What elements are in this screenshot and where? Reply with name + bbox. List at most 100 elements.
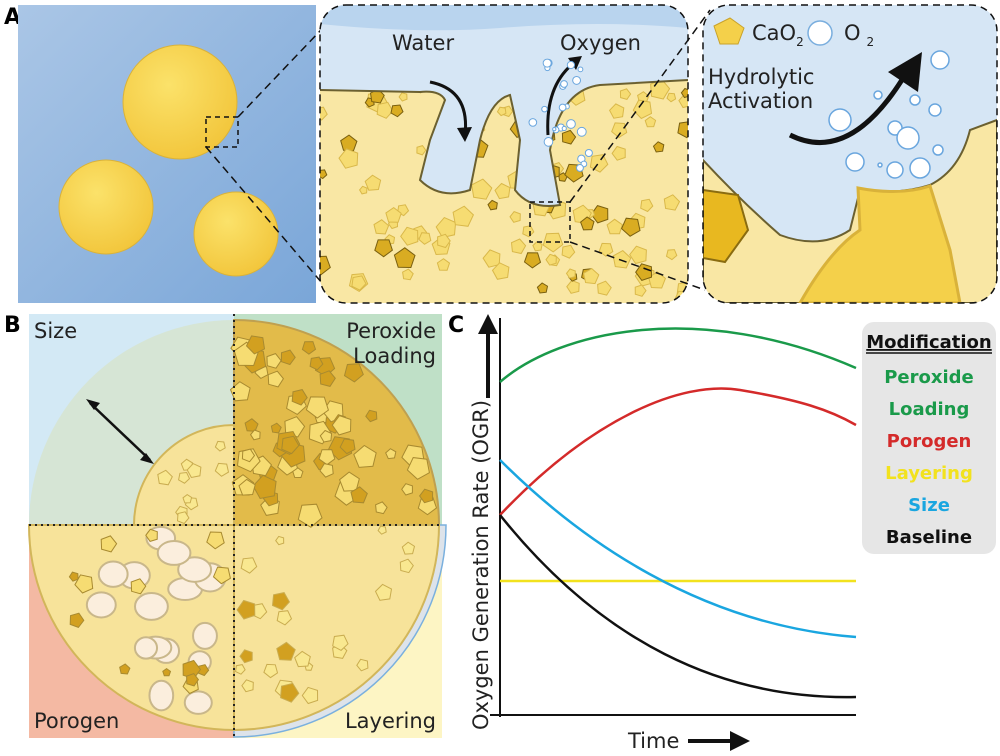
crystal — [214, 462, 230, 477]
crystal — [236, 599, 256, 620]
crystal — [276, 641, 296, 661]
crystal — [619, 88, 632, 100]
bubble — [909, 94, 921, 106]
crystal — [401, 541, 416, 555]
crystal — [482, 249, 501, 268]
crystal — [703, 188, 750, 264]
crystal — [238, 478, 256, 496]
crystal — [339, 438, 356, 455]
x-axis-title: Time — [627, 729, 679, 753]
porogen-label: Porogen — [34, 709, 119, 733]
crystal — [339, 471, 360, 492]
crystal — [365, 409, 378, 423]
pore — [156, 539, 192, 566]
legend-entry: Size — [908, 495, 950, 516]
pore — [183, 690, 213, 715]
y-axis-title: Oxygen Generation Rate (OGR) — [469, 400, 493, 730]
crystal — [491, 262, 510, 280]
peroxide-label: Loading — [353, 344, 436, 368]
crystal — [353, 444, 377, 468]
curve — [499, 387, 857, 516]
crystal — [561, 129, 577, 145]
crystal — [509, 211, 521, 223]
zoom-line — [569, 241, 706, 291]
crystal — [611, 145, 626, 161]
crystal — [130, 578, 147, 595]
pore — [148, 679, 175, 712]
crystal — [608, 103, 625, 119]
crystal — [635, 263, 653, 281]
sphere — [193, 191, 279, 277]
crystal — [267, 370, 285, 388]
crystal — [612, 249, 632, 269]
crystal — [263, 663, 279, 679]
crystal — [206, 531, 225, 550]
crystal — [598, 242, 614, 257]
crystal — [69, 612, 85, 628]
crystal — [418, 488, 434, 504]
layered-quadrant — [233, 524, 441, 732]
crystal — [309, 356, 324, 371]
pore — [133, 592, 169, 621]
crystal — [634, 284, 647, 297]
bubble — [552, 126, 557, 132]
crystal — [275, 535, 285, 546]
bubble — [572, 75, 582, 85]
crystal — [351, 275, 367, 291]
pore — [97, 560, 129, 588]
crystal — [301, 686, 319, 705]
pore-view — [320, 5, 688, 303]
zoom-frame — [702, 4, 998, 304]
crystal — [318, 449, 336, 466]
crystal — [398, 92, 408, 102]
bubble — [576, 163, 584, 172]
crystal — [418, 232, 432, 245]
crystal — [358, 185, 368, 195]
bubble — [930, 50, 950, 70]
crystal — [305, 396, 329, 419]
bubble — [577, 66, 584, 73]
crystal — [364, 174, 382, 191]
crystal — [229, 381, 251, 402]
crystal — [100, 535, 118, 553]
crystal — [319, 370, 336, 387]
crystal — [331, 415, 352, 436]
pore — [192, 621, 218, 650]
arrow — [788, 73, 908, 145]
curve — [499, 514, 857, 699]
pore — [85, 591, 117, 619]
crystal — [496, 106, 507, 117]
peroxide-label: Peroxide — [346, 319, 436, 343]
crystal — [338, 148, 359, 169]
crystal — [291, 389, 308, 406]
crystal — [583, 267, 600, 285]
crystal — [377, 525, 387, 535]
crystal — [297, 503, 323, 528]
panel-label: C — [448, 313, 464, 338]
arrowhead — [888, 52, 922, 92]
crystal — [240, 557, 258, 574]
curve — [499, 459, 857, 639]
crystal — [356, 658, 369, 672]
legend-entry: Porogen — [887, 431, 972, 452]
crystal — [677, 121, 688, 139]
bubble — [886, 161, 904, 179]
crystal — [369, 88, 385, 104]
bubble — [845, 152, 865, 172]
crystal — [532, 240, 543, 252]
crystal — [68, 571, 79, 582]
crystal — [340, 134, 358, 152]
bubble — [561, 125, 567, 132]
crystal — [162, 667, 172, 677]
crystal — [276, 610, 293, 626]
crystal — [182, 493, 193, 504]
pore — [133, 636, 159, 660]
crystal — [374, 583, 393, 601]
crystal — [385, 206, 402, 223]
bubble — [558, 103, 567, 112]
panel-label: B — [4, 313, 21, 338]
crystal — [214, 440, 226, 452]
arrowhead — [730, 731, 750, 751]
crystal — [119, 663, 131, 675]
crystal — [536, 282, 549, 294]
